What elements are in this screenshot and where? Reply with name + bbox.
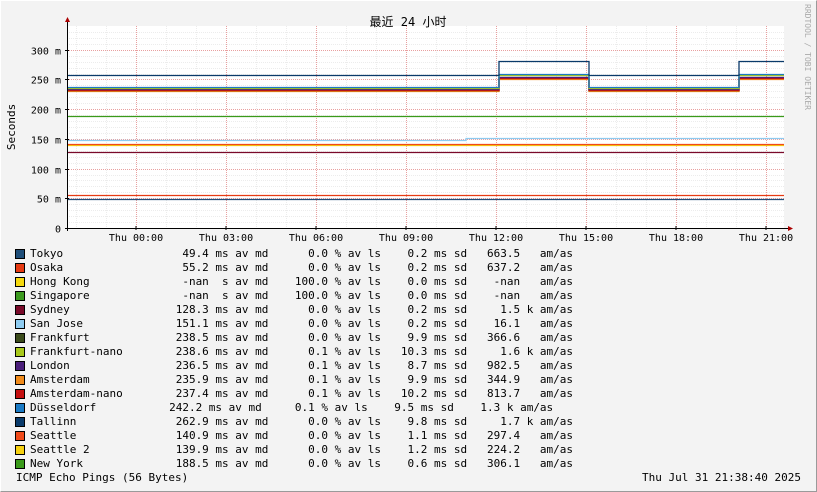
legend-text: Frankfurt-nano 238.6 ms av md 0.1 % av l… [30, 345, 574, 358]
legend-row: San Jose 151.1 ms av md 0.0 % av ls 0.2 … [14, 317, 714, 331]
legend-swatch [15, 333, 25, 343]
x-axis-arrow [788, 226, 793, 231]
x-tick-label: Thu 03:00 [199, 233, 253, 244]
legend-swatch [15, 375, 25, 385]
series-lines [67, 60, 784, 201]
legend-text: London 236.5 ms av md 0.1 % av ls 8.7 ms… [30, 359, 574, 372]
legend-text: Sydney 128.3 ms av md 0.0 % av ls 0.2 ms… [30, 303, 574, 316]
series-line [67, 60, 784, 77]
legend-row: Osaka 55.2 ms av md 0.0 % av ls 0.2 ms s… [14, 261, 714, 275]
plot-area: 0 50 m 100 m 150 m 200 m 250 m 300 m Thu 00:00 T… [5, 15, 793, 244]
legend-text: Osaka 55.2 ms av md 0.0 % av ls 0.2 ms s… [30, 261, 574, 274]
legend-swatch [15, 347, 25, 357]
axes: 0 50 m 100 m 150 m 200 m 250 m 300 m Thu 00:00 T… [31, 17, 793, 244]
legend-row: Düsseldorf 242.2 ms av md 0.1 % av ls 9.… [14, 401, 714, 415]
y-tick-label: 200 m [31, 106, 61, 117]
legend-swatch [15, 263, 25, 273]
legend: Tokyo 49.4 ms av md 0.0 % av ls 0.2 ms s… [14, 247, 714, 471]
legend-swatch [15, 305, 25, 315]
legend-text: Tallinn 262.9 ms av md 0.0 % av ls 9.8 m… [30, 415, 574, 428]
y-tick-label: 300 m [31, 47, 61, 58]
legend-text: Amsterdam 235.9 ms av md 0.1 % av ls 9.9… [30, 373, 574, 386]
footer-timestamp: Thu Jul 31 21:38:40 2025 [642, 471, 801, 484]
legend-row: Frankfurt-nano 238.6 ms av md 0.1 % av l… [14, 345, 714, 359]
legend-row: Sydney 128.3 ms av md 0.0 % av ls 0.2 ms… [14, 303, 714, 317]
series-line [67, 137, 784, 142]
x-tick-label: Thu 21:00 [739, 233, 793, 244]
legend-swatch [15, 319, 25, 329]
legend-row: Frankfurt 238.5 ms av md 0.0 % av ls 9.9… [14, 331, 714, 345]
legend-text: Seattle 140.9 ms av md 0.0 % av ls 1.1 m… [30, 429, 574, 442]
legend-swatch [15, 291, 25, 301]
x-tick-label: Thu 12:00 [469, 233, 523, 244]
legend-row: Amsterdam 235.9 ms av md 0.1 % av ls 9.9… [14, 373, 714, 387]
legend-swatch [15, 445, 25, 455]
x-tick-label: Thu 06:00 [289, 233, 343, 244]
legend-row: Hong Kong -nan s av md 100.0 % av ls 0.0… [14, 275, 714, 289]
legend-row: Singapore -nan s av md 100.0 % av ls 0.0… [14, 289, 714, 303]
y-tick-label: 150 m [31, 136, 61, 147]
legend-row: London 236.5 ms av md 0.1 % av ls 8.7 ms… [14, 359, 714, 373]
x-tick-label: Thu 00:00 [109, 233, 163, 244]
legend-swatch [15, 249, 25, 259]
legend-row: Seattle 140.9 ms av md 0.0 % av ls 1.1 m… [14, 429, 714, 443]
legend-row: Amsterdam-nano 237.4 ms av md 0.1 % av l… [14, 387, 714, 401]
y-tick-label: 0 [55, 225, 61, 236]
chart-title: 最近 24 小时 [370, 15, 447, 29]
legend-swatch [15, 417, 25, 427]
legend-row: Tokyo 49.4 ms av md 0.0 % av ls 0.2 ms s… [14, 247, 714, 261]
legend-text: Frankfurt 238.5 ms av md 0.0 % av ls 9.9… [30, 331, 574, 344]
legend-swatch [15, 277, 25, 287]
legend-text: Hong Kong -nan s av md 100.0 % av ls 0.0… [30, 275, 574, 288]
legend-swatch [15, 389, 25, 399]
legend-swatch [15, 403, 25, 413]
y-axis-label: Seconds [5, 104, 18, 150]
grid [67, 26, 784, 228]
y-tick-label: 250 m [31, 76, 61, 87]
legend-row: New York 188.5 ms av md 0.0 % av ls 0.6 … [14, 457, 714, 471]
legend-text: New York 188.5 ms av md 0.0 % av ls 0.6 … [30, 457, 574, 470]
legend-swatch [15, 361, 25, 371]
x-tick-label: Thu 15:00 [559, 233, 613, 244]
y-tick-label: 50 m [37, 195, 61, 206]
rrdtool-credit: RRDTOOL / TOBI OETIKER [803, 4, 812, 110]
y-axis-arrow [65, 17, 70, 22]
legend-text: Düsseldorf 242.2 ms av md 0.1 % av ls 9.… [30, 401, 554, 414]
legend-text: Tokyo 49.4 ms av md 0.0 % av ls 0.2 ms s… [30, 247, 574, 260]
legend-text: Amsterdam-nano 237.4 ms av md 0.1 % av l… [30, 387, 574, 400]
legend-row: Tallinn 262.9 ms av md 0.0 % av ls 9.8 m… [14, 415, 714, 429]
legend-text: Singapore -nan s av md 100.0 % av ls 0.0… [30, 289, 574, 302]
x-tick-label: Thu 09:00 [379, 233, 433, 244]
x-tick-label: Thu 18:00 [649, 233, 703, 244]
legend-text: San Jose 151.1 ms av md 0.0 % av ls 0.2 … [30, 317, 574, 330]
legend-text: Seattle 2 139.9 ms av md 0.0 % av ls 1.2… [30, 443, 574, 456]
legend-row: Seattle 2 139.9 ms av md 0.0 % av ls 1.2… [14, 443, 714, 457]
legend-swatch [15, 431, 25, 441]
legend-swatch [15, 459, 25, 469]
y-tick-label: 100 m [31, 166, 61, 177]
series-line [67, 73, 784, 89]
footer-description: ICMP Echo Pings (56 Bytes) [16, 471, 189, 484]
